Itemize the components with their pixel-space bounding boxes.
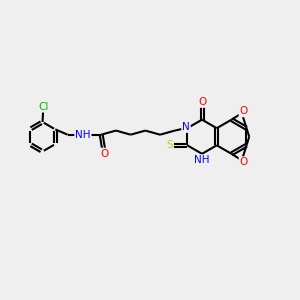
- Text: O: O: [239, 157, 248, 167]
- Text: Cl: Cl: [38, 102, 48, 112]
- Text: O: O: [239, 106, 248, 116]
- Text: S: S: [166, 140, 172, 150]
- Text: N: N: [182, 122, 190, 132]
- Text: O: O: [100, 148, 108, 158]
- Text: NH: NH: [75, 130, 91, 140]
- Text: O: O: [198, 97, 206, 107]
- Text: NH: NH: [194, 155, 210, 165]
